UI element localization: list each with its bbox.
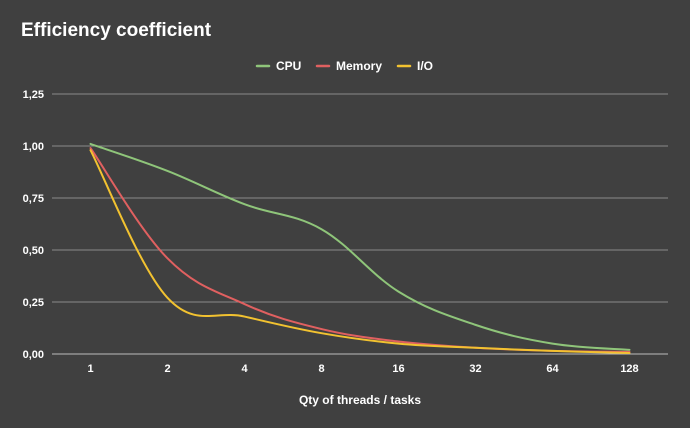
grid-lines: [52, 93, 668, 355]
series-line-i-o: [89, 149, 631, 354]
x-tick-label: 64: [546, 363, 559, 375]
x-tick-label: 1: [87, 363, 93, 375]
legend: CPU Memory I/O: [255, 59, 433, 73]
y-tick-label: 0,50: [23, 245, 44, 257]
y-tick-label: 1,25: [23, 89, 44, 101]
legend-label: CPU: [276, 59, 301, 73]
x-axis-ticks: 1 2 4 8 16 32 64 128: [87, 363, 638, 375]
x-tick-label: 2: [164, 363, 170, 375]
x-tick-label: 8: [318, 363, 324, 375]
x-axis-label: Qty of threads / tasks: [299, 393, 421, 407]
series-line-cpu: [89, 142, 631, 351]
y-axis-ticks: 0,00 0,25 0,50 0,75 1,00 1,25: [23, 89, 44, 361]
x-tick-label: 4: [241, 363, 248, 375]
y-tick-label: 0,75: [23, 193, 44, 205]
x-tick-label: 32: [469, 363, 481, 375]
y-tick-label: 1,00: [23, 141, 44, 153]
series-lines: [89, 142, 631, 354]
legend-label: Memory: [336, 59, 382, 73]
x-tick-label: 128: [620, 363, 638, 375]
chart-title: Efficiency coefficient: [21, 20, 212, 41]
x-tick-label: 16: [392, 363, 404, 375]
y-tick-label: 0,00: [23, 349, 44, 361]
y-tick-label: 0,25: [23, 297, 44, 309]
legend-label: I/O: [417, 59, 433, 73]
